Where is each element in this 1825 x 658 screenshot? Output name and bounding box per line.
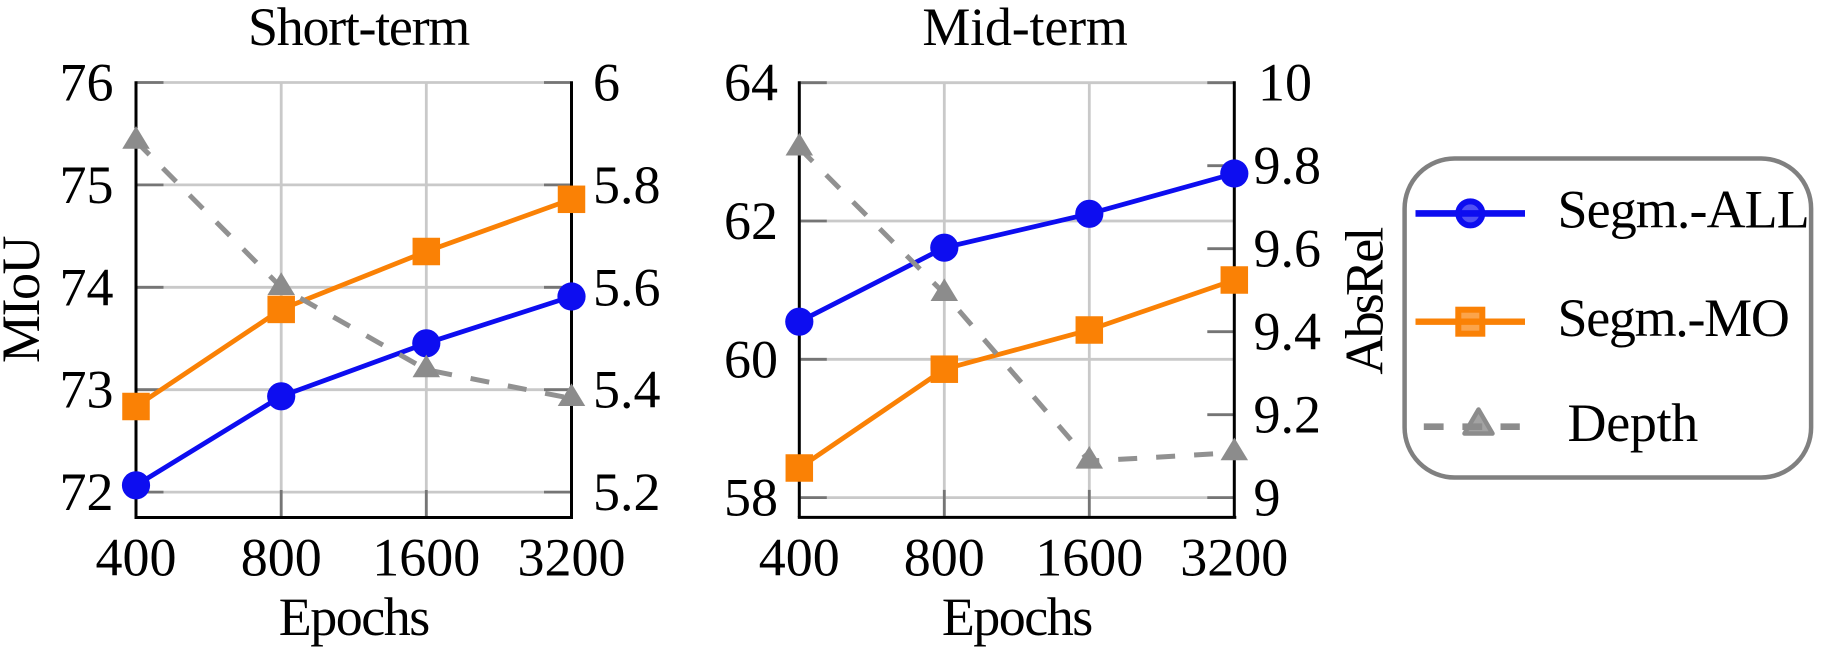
svg-text:73: 73 <box>60 360 114 420</box>
svg-text:9.4: 9.4 <box>1254 302 1322 362</box>
svg-text:800: 800 <box>241 528 322 588</box>
svg-text:1600: 1600 <box>372 528 480 588</box>
svg-text:Mid-term: Mid-term <box>922 0 1128 57</box>
svg-text:Segm.-ALL: Segm.-ALL <box>1558 180 1809 240</box>
svg-text:5.2: 5.2 <box>593 462 661 522</box>
svg-text:Epochs: Epochs <box>942 587 1092 647</box>
svg-text:5.6: 5.6 <box>593 257 661 317</box>
svg-text:Depth: Depth <box>1568 393 1699 453</box>
svg-text:3200: 3200 <box>1180 528 1288 588</box>
svg-text:60: 60 <box>724 329 778 389</box>
svg-text:9: 9 <box>1254 468 1281 528</box>
svg-text:72: 72 <box>60 462 114 522</box>
svg-text:Short-term: Short-term <box>248 0 470 57</box>
svg-text:6: 6 <box>593 53 620 113</box>
svg-text:9.8: 9.8 <box>1254 136 1322 196</box>
svg-text:Epochs: Epochs <box>279 587 429 647</box>
svg-text:5.8: 5.8 <box>593 155 661 215</box>
svg-text:3200: 3200 <box>518 528 626 588</box>
svg-text:64: 64 <box>724 53 778 113</box>
svg-text:400: 400 <box>759 528 840 588</box>
svg-text:74: 74 <box>60 257 114 317</box>
svg-text:Segm.-MO: Segm.-MO <box>1558 288 1789 348</box>
svg-text:MIoU: MIoU <box>0 237 51 363</box>
svg-text:10: 10 <box>1258 53 1312 113</box>
svg-text:9.2: 9.2 <box>1254 385 1322 445</box>
svg-text:1600: 1600 <box>1035 528 1143 588</box>
svg-text:AbsRel: AbsRel <box>1334 228 1394 375</box>
svg-text:58: 58 <box>724 468 778 528</box>
svg-text:5.4: 5.4 <box>593 360 661 420</box>
svg-text:76: 76 <box>60 53 114 113</box>
svg-text:800: 800 <box>904 528 985 588</box>
svg-text:9.6: 9.6 <box>1254 219 1322 279</box>
svg-text:62: 62 <box>724 191 778 251</box>
svg-text:400: 400 <box>96 528 177 588</box>
svg-text:75: 75 <box>60 155 114 215</box>
